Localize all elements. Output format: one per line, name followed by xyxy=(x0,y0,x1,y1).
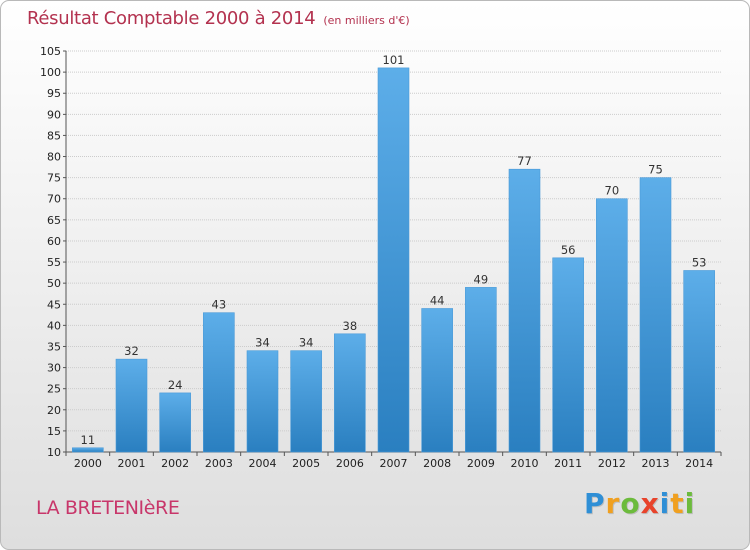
y-tick-label: 100 xyxy=(40,66,61,79)
logo-letter: t xyxy=(670,487,685,520)
logo-letter: P xyxy=(584,487,606,520)
bar xyxy=(290,350,322,453)
x-tick-label: 2008 xyxy=(423,457,451,470)
bar xyxy=(334,333,366,453)
bars xyxy=(72,67,715,453)
data-label: 43 xyxy=(212,298,227,312)
bar xyxy=(683,270,715,453)
x-tick-label: 2000 xyxy=(74,457,102,470)
bar xyxy=(203,312,235,453)
x-tick-label: 2006 xyxy=(336,457,364,470)
x-tick-label: 2005 xyxy=(292,457,320,470)
y-tick-label: 15 xyxy=(47,425,61,438)
data-label: 101 xyxy=(383,53,405,67)
bar xyxy=(246,350,279,453)
bar xyxy=(639,177,672,453)
data-label: 56 xyxy=(561,243,576,257)
bar xyxy=(596,198,628,453)
y-tick-label: 55 xyxy=(47,256,61,269)
x-tick-label: 2001 xyxy=(118,457,146,470)
x-tick-label: 2014 xyxy=(685,457,713,470)
logo-letter: o xyxy=(620,487,641,520)
y-tick-label: 70 xyxy=(47,193,61,206)
logo-letter: i xyxy=(659,487,671,520)
y-tick-label: 45 xyxy=(47,298,61,311)
x-tick-label: 2013 xyxy=(642,457,670,470)
y-tick-label: 85 xyxy=(47,129,61,142)
y-tick-label: 30 xyxy=(47,362,61,375)
logo-letter: i xyxy=(684,487,696,520)
y-tick-label: 25 xyxy=(47,383,61,396)
bar xyxy=(72,447,104,453)
chart-title: Résultat Comptable 2000 à 2014 (en millie… xyxy=(27,8,410,29)
logo-letter: x xyxy=(640,487,660,520)
data-label: 38 xyxy=(343,319,358,333)
y-tick-label: 60 xyxy=(47,235,61,248)
y-tick-label: 105 xyxy=(40,45,61,58)
y-tick-label: 40 xyxy=(47,319,61,332)
y-tick-label: 80 xyxy=(47,151,61,164)
y-tick-label: 75 xyxy=(47,172,61,185)
data-label: 53 xyxy=(692,255,707,269)
y-tick-label: 65 xyxy=(47,214,61,227)
x-tick-label: 2011 xyxy=(554,457,582,470)
data-label: 11 xyxy=(81,433,96,447)
x-tick-label: 2004 xyxy=(249,457,277,470)
x-tick-label: 2003 xyxy=(205,457,233,470)
y-tick-label: 20 xyxy=(47,404,61,417)
x-tick-label: 2012 xyxy=(598,457,626,470)
data-label: 49 xyxy=(474,272,489,286)
x-tick-label: 2010 xyxy=(511,457,539,470)
data-label: 34 xyxy=(255,336,270,350)
data-label: 34 xyxy=(299,336,314,350)
chart-subtitle: (en milliers d'€) xyxy=(323,14,410,27)
bar xyxy=(377,67,410,453)
bar xyxy=(421,308,453,453)
y-tick-label: 35 xyxy=(47,340,61,353)
bar xyxy=(552,257,584,453)
y-tick-label: 90 xyxy=(47,108,61,121)
data-label: 70 xyxy=(605,184,620,198)
logo-letter: r xyxy=(605,487,621,520)
x-tick-label: 2009 xyxy=(467,457,495,470)
commune-name: LA BRETENIèRE xyxy=(36,497,180,519)
data-label: 44 xyxy=(430,293,445,307)
bar xyxy=(115,358,148,453)
data-label: 75 xyxy=(648,163,663,177)
proxiti-logo: Proxiti xyxy=(584,487,695,520)
bar xyxy=(508,168,541,453)
data-label: 24 xyxy=(168,378,183,392)
chart-title-text: Résultat Comptable 2000 à 2014 xyxy=(27,8,316,29)
y-tick-label: 50 xyxy=(47,277,61,290)
bar xyxy=(465,287,497,453)
labels: 10 15 20 25 30 35 40 45 50 55 60 65 70 75 80 85 90 95 100 1… xyxy=(40,45,713,470)
data-label: 32 xyxy=(124,344,139,358)
x-tick-label: 2007 xyxy=(380,457,408,470)
bar xyxy=(159,392,191,453)
y-tick-label: 10 xyxy=(47,446,61,459)
y-tick-label: 95 xyxy=(47,87,61,100)
data-label: 77 xyxy=(517,154,532,168)
x-tick-label: 2002 xyxy=(161,457,189,470)
